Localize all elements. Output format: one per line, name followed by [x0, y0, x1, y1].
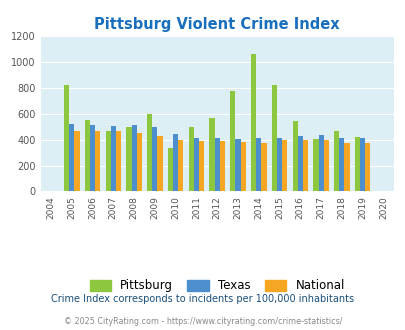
Bar [313, 139, 318, 191]
Bar [178, 140, 183, 191]
Bar [343, 143, 349, 191]
Bar [198, 141, 204, 191]
Bar [193, 138, 198, 191]
Bar [235, 139, 240, 191]
Bar [111, 126, 116, 191]
Bar [147, 114, 152, 191]
Bar [256, 138, 261, 191]
Text: Crime Index corresponds to incidents per 100,000 inhabitants: Crime Index corresponds to incidents per… [51, 294, 354, 304]
Bar [240, 142, 245, 191]
Bar [64, 85, 69, 191]
Bar [136, 133, 141, 191]
Bar [85, 120, 90, 191]
Bar [318, 135, 323, 191]
Bar [167, 148, 173, 191]
Bar [69, 123, 74, 191]
Bar [276, 138, 281, 191]
Title: Pittsburg Violent Crime Index: Pittsburg Violent Crime Index [94, 17, 339, 32]
Bar [354, 137, 359, 191]
Bar [90, 125, 95, 191]
Bar [209, 118, 214, 191]
Bar [333, 131, 339, 191]
Bar [214, 138, 219, 191]
Bar [152, 127, 157, 191]
Bar [323, 140, 328, 191]
Bar [188, 127, 193, 191]
Bar [250, 54, 256, 191]
Bar [230, 91, 235, 191]
Bar [219, 141, 224, 191]
Bar [126, 127, 131, 191]
Bar [261, 143, 266, 191]
Bar [116, 131, 121, 191]
Text: © 2025 CityRating.com - https://www.cityrating.com/crime-statistics/: © 2025 CityRating.com - https://www.city… [64, 317, 341, 326]
Bar [297, 136, 302, 191]
Bar [157, 136, 162, 191]
Bar [302, 140, 307, 191]
Bar [281, 140, 287, 191]
Bar [364, 143, 369, 191]
Bar [292, 121, 297, 191]
Bar [339, 138, 343, 191]
Bar [131, 125, 136, 191]
Bar [74, 131, 79, 191]
Bar [271, 85, 276, 191]
Bar [173, 134, 178, 191]
Legend: Pittsburg, Texas, National: Pittsburg, Texas, National [85, 275, 349, 297]
Bar [359, 138, 364, 191]
Bar [95, 131, 100, 191]
Bar [105, 131, 111, 191]
